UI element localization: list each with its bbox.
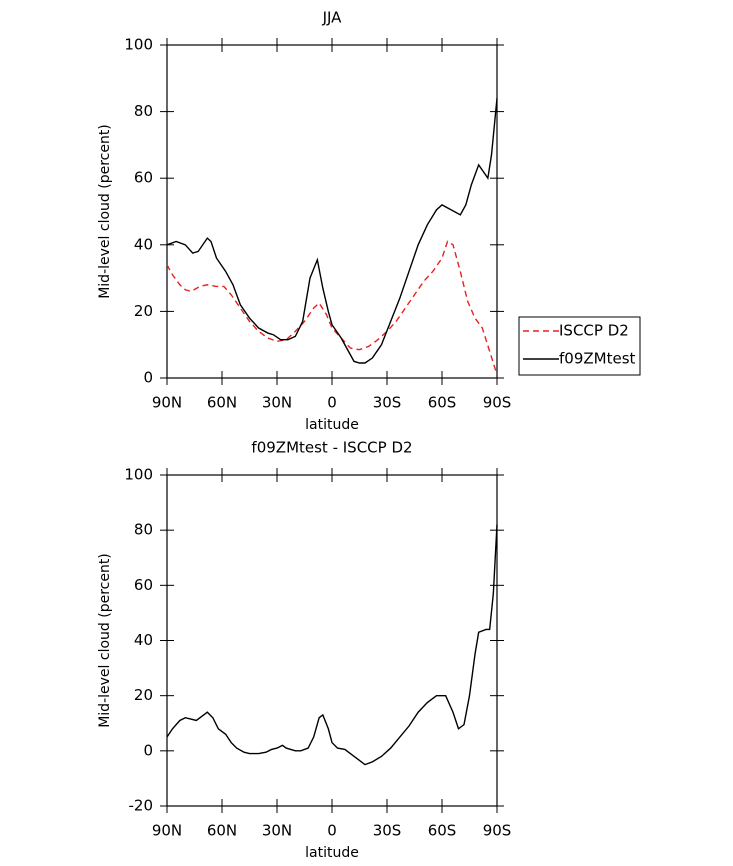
x-axis-label: latitude <box>305 845 359 861</box>
y-tick-label: 80 <box>134 102 153 120</box>
x-tick-label: 0 <box>327 822 337 840</box>
y-tick-label: 20 <box>134 302 153 320</box>
data-line <box>166 240 498 375</box>
x-tick-label: 60S <box>428 394 457 412</box>
x-tick-label: 0 <box>327 394 337 412</box>
x-tick-label: 90N <box>152 394 182 412</box>
legend-label: ISCCP D2 <box>559 322 629 340</box>
y-tick-label: 100 <box>124 36 153 54</box>
x-axis-label: latitude <box>305 417 359 433</box>
x-tick-label: 30N <box>262 822 292 840</box>
x-tick-label: 30S <box>373 394 402 412</box>
legend-label: f09ZMtest <box>559 350 636 368</box>
x-tick-label: 60N <box>207 394 237 412</box>
legend-box <box>518 316 641 376</box>
x-tick-label: 90S <box>483 394 512 412</box>
y-tick-label: 100 <box>124 466 153 484</box>
plot-frame <box>166 44 498 379</box>
y-tick-label: 0 <box>143 741 153 759</box>
y-tick-label: 0 <box>143 369 153 387</box>
x-tick-label: 60S <box>428 822 457 840</box>
y-tick-label: 40 <box>134 631 153 649</box>
y-tick-label: -20 <box>129 797 154 815</box>
y-tick-label: 80 <box>134 521 153 539</box>
data-line <box>166 524 498 766</box>
y-tick-label: 40 <box>134 235 153 253</box>
plot-frame <box>166 474 498 807</box>
y-tick-label: 60 <box>134 169 153 187</box>
y-axis-label: Mid-level cloud (percent) <box>97 124 113 299</box>
x-tick-label: 60N <box>207 822 237 840</box>
chart-title: f09ZMtest - ISCCP D2 <box>251 439 412 457</box>
x-tick-label: 30S <box>373 822 402 840</box>
y-tick-label: 20 <box>134 686 153 704</box>
y-axis-label: Mid-level cloud (percent) <box>97 553 113 728</box>
x-tick-label: 30N <box>262 394 292 412</box>
x-tick-label: 90N <box>152 822 182 840</box>
x-tick-label: 90S <box>483 822 512 840</box>
chart-title: JJA <box>322 9 343 27</box>
data-line <box>166 98 498 364</box>
y-tick-label: 60 <box>134 576 153 594</box>
